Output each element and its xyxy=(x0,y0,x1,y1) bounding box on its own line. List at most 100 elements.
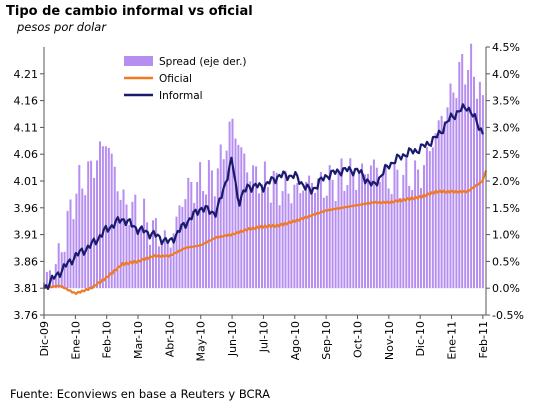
spread-bar xyxy=(154,218,157,289)
x-tick-label: Feb-10 xyxy=(101,321,114,358)
spread-bar xyxy=(137,229,140,289)
spread-bar xyxy=(458,62,461,289)
spread-bar xyxy=(308,175,311,289)
legend: Spread (eje der.) Oficial Informal xyxy=(124,56,247,102)
spread-bar xyxy=(369,165,372,289)
spread-bar xyxy=(337,170,340,289)
x-tick-label: Ago-10 xyxy=(289,321,302,360)
y-left-tick-label: 3.81 xyxy=(14,282,39,295)
line-series xyxy=(43,103,488,295)
spread-bar xyxy=(146,222,149,289)
spread-bar xyxy=(364,174,366,289)
spread-bar xyxy=(461,54,464,289)
spread-bar xyxy=(125,204,128,289)
spread-bar xyxy=(405,155,408,289)
spread-bar xyxy=(287,193,290,289)
spread-bar xyxy=(169,247,172,289)
spread-bar xyxy=(96,160,98,289)
spread-bar xyxy=(428,151,431,289)
spread-bar xyxy=(90,160,93,289)
spread-bar xyxy=(199,162,202,289)
y-left-tick-label: 3.86 xyxy=(14,255,39,268)
spread-bar xyxy=(449,83,452,289)
spread-bar xyxy=(423,165,425,289)
spread-bar xyxy=(75,193,78,289)
chart-subtitle: pesos por dolar xyxy=(17,20,107,34)
spread-bar xyxy=(455,98,458,289)
x-tick-label: Mar-10 xyxy=(132,321,145,359)
spread-bar xyxy=(328,165,331,289)
legend-label: Oficial xyxy=(159,73,192,85)
spread-bar xyxy=(172,233,175,289)
spread-bar xyxy=(278,205,281,289)
x-tick-label: Feb-11 xyxy=(477,321,490,358)
spread-bar xyxy=(66,210,69,289)
y-left-tick-label: 4.11 xyxy=(14,121,39,134)
spread-bar xyxy=(434,133,437,289)
spread-bar xyxy=(325,195,328,289)
x-tick-label: May-10 xyxy=(195,321,208,362)
spread-bar xyxy=(128,224,131,289)
spread-bar xyxy=(122,189,125,289)
spread-bar xyxy=(431,147,434,289)
spread-bar xyxy=(81,188,84,289)
y-right-tick-label: 2.5% xyxy=(492,148,520,161)
x-tick-label: Abr-10 xyxy=(163,321,176,357)
spread-bar xyxy=(467,70,470,289)
y-right-tick-label: 0.0% xyxy=(492,282,520,295)
spread-bar xyxy=(290,203,293,289)
spread-bar xyxy=(293,184,296,289)
spread-bar xyxy=(116,191,119,289)
spread-bar xyxy=(334,201,337,289)
y-left-tick-label: 3.91 xyxy=(14,229,39,242)
spread-bar xyxy=(258,193,260,289)
spread-bar xyxy=(331,179,334,289)
spread-bar xyxy=(184,199,187,289)
spread-bar xyxy=(51,277,54,289)
spread-bar xyxy=(381,173,384,289)
spread-bar xyxy=(222,159,225,289)
spread-bar xyxy=(213,196,216,289)
y-right-tick-label: 4.5% xyxy=(492,41,520,54)
legend-label: Informal xyxy=(159,90,203,102)
y-left-tick-label: 4.16 xyxy=(14,95,39,108)
spread-bar xyxy=(181,206,184,289)
spread-bar xyxy=(157,246,160,289)
spread-bar xyxy=(78,165,81,289)
spread-bar xyxy=(384,163,387,289)
legend-label: Spread (eje der.) xyxy=(159,56,247,68)
spread-bar xyxy=(396,169,399,289)
spread-bar xyxy=(272,170,275,289)
spread-bar xyxy=(101,146,104,289)
x-tick-label: Nov-10 xyxy=(383,321,396,360)
spread-bar xyxy=(284,170,287,289)
spread-bar xyxy=(134,194,137,289)
spread-bar xyxy=(355,189,358,289)
spread-bar xyxy=(452,92,455,289)
spread-bar xyxy=(281,191,284,289)
spread-bar xyxy=(349,158,352,289)
spread-bar xyxy=(387,188,390,289)
spread-bar xyxy=(261,184,263,289)
spread-bar xyxy=(446,107,449,289)
spread-bar xyxy=(216,168,219,289)
spread-bar xyxy=(140,226,143,289)
spread-bar xyxy=(72,219,75,289)
y-right-tick-label: 1.0% xyxy=(492,229,520,242)
spread-bars xyxy=(43,43,484,289)
spread-bar xyxy=(166,241,169,289)
spread-bar xyxy=(316,178,319,289)
spread-bar xyxy=(119,199,122,289)
spread-bar xyxy=(202,191,205,289)
spread-bar xyxy=(437,120,440,289)
y-left-tick-label: 4.21 xyxy=(14,68,39,81)
spread-bar xyxy=(478,81,481,289)
informal-line xyxy=(43,103,484,290)
x-tick-label: Ene-11 xyxy=(446,321,459,360)
x-tick-label: Ene-10 xyxy=(69,321,82,360)
axes: 4.21 4.16 4.11 4.06 4.01 3.96 3.91 3.86 3.81 3.76… xyxy=(14,41,524,362)
y-right-tick-label: 4.0% xyxy=(492,68,520,81)
spread-bar xyxy=(302,190,305,289)
spread-bar xyxy=(343,190,346,289)
